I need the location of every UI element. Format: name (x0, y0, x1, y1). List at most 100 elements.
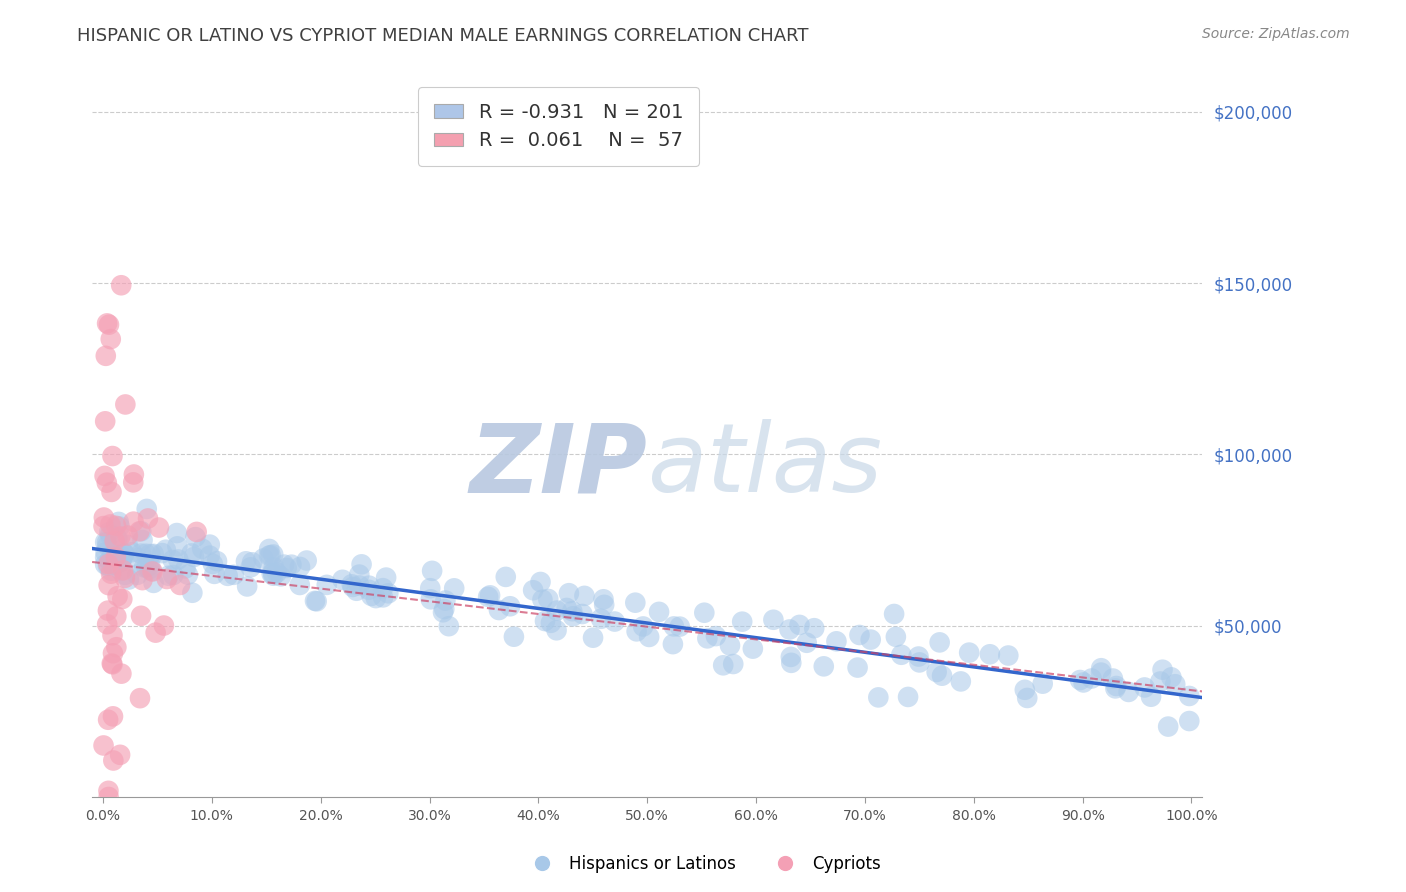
Point (141, 564, 163, 578)
Point (118, 573, 141, 587)
Point (592, 592, 614, 607)
Point (1090, 665, 1112, 680)
Point (762, 613, 785, 627)
Point (107, 589, 129, 603)
Point (859, 632, 882, 647)
Point (128, 524, 150, 539)
Point (180, 546, 202, 560)
Point (1149, 674, 1171, 689)
Point (288, 578, 311, 592)
Point (648, 605, 671, 619)
Point (477, 590, 499, 604)
Point (98, 528, 121, 542)
Point (101, 646, 124, 660)
Point (662, 619, 685, 633)
Point (419, 592, 441, 607)
Point (110, 529, 132, 543)
Point (561, 604, 583, 618)
Point (693, 606, 716, 620)
Point (907, 649, 929, 664)
Point (349, 578, 371, 592)
Point (96, 317, 118, 331)
Point (925, 665, 948, 679)
Point (101, 558, 124, 572)
Point (166, 526, 188, 541)
Point (129, 524, 152, 538)
Point (825, 634, 848, 648)
Point (108, 747, 131, 762)
Point (288, 560, 311, 574)
Point (928, 635, 950, 649)
Point (295, 553, 318, 567)
Point (217, 569, 239, 583)
Point (263, 560, 285, 574)
Point (1069, 673, 1091, 687)
Point (94, 535, 117, 549)
Point (97, 784, 120, 798)
Point (107, 532, 129, 546)
Legend: R = -0.931   N = 201, R =  0.061    N =  57: R = -0.931 N = 201, R = 0.061 N = 57 (418, 87, 699, 166)
Point (257, 549, 280, 563)
Point (97, 604, 120, 618)
Point (198, 538, 221, 552)
Point (360, 589, 382, 603)
Point (443, 582, 465, 596)
Point (529, 574, 551, 589)
Point (150, 546, 173, 560)
Point (135, 502, 157, 516)
Point (780, 656, 803, 670)
Point (96, 617, 118, 632)
Point (537, 591, 560, 606)
Point (1073, 675, 1095, 690)
Point (1017, 690, 1039, 705)
Point (104, 558, 127, 572)
Point (1032, 676, 1054, 690)
Point (167, 552, 190, 566)
Point (437, 619, 460, 633)
Point (779, 649, 801, 664)
Point (433, 602, 456, 616)
Point (342, 580, 364, 594)
Point (191, 541, 214, 556)
Point (371, 581, 394, 595)
Point (803, 621, 825, 635)
Point (731, 615, 754, 629)
Point (315, 578, 337, 592)
Point (104, 533, 127, 548)
Point (114, 571, 136, 585)
Point (377, 586, 399, 600)
Point (205, 554, 228, 568)
Point (93, 519, 115, 533)
Point (364, 591, 387, 606)
Point (593, 598, 616, 612)
Point (139, 558, 162, 573)
Point (375, 571, 398, 585)
Point (100, 564, 122, 578)
Point (540, 615, 562, 630)
Point (883, 607, 905, 621)
Point (153, 618, 176, 632)
Point (100, 657, 122, 671)
Point (239, 560, 262, 574)
Point (1160, 670, 1182, 684)
Point (931, 669, 953, 683)
Point (114, 567, 136, 582)
Point (135, 547, 157, 561)
Point (108, 519, 131, 533)
Point (105, 640, 128, 655)
Point (136, 511, 159, 525)
Point (101, 657, 124, 672)
Point (495, 570, 517, 584)
Point (522, 583, 544, 598)
Point (582, 631, 605, 645)
Point (162, 553, 184, 567)
Point (132, 560, 155, 574)
Point (276, 561, 298, 575)
Point (558, 586, 581, 600)
Point (638, 630, 661, 644)
Point (252, 551, 274, 566)
Point (100, 566, 122, 581)
Point (603, 615, 626, 629)
Point (420, 564, 443, 578)
Point (280, 558, 302, 572)
